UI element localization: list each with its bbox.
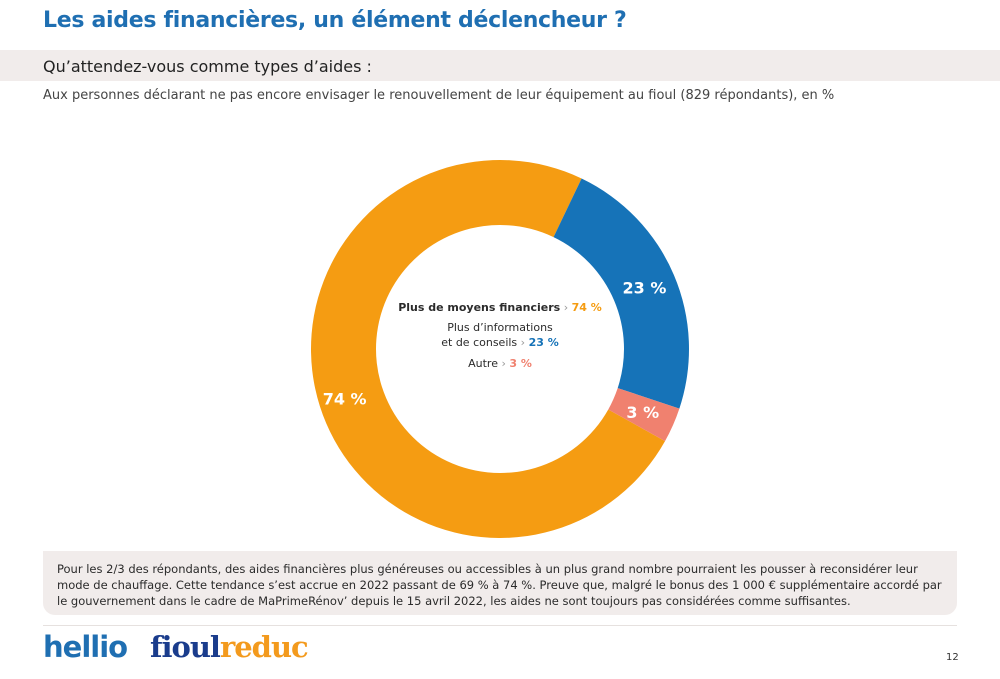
slice-label-information: 23 % bbox=[623, 279, 667, 298]
commentary-text: Pour les 2/3 des répondants, des aides f… bbox=[57, 562, 942, 608]
commentary-box: Pour les 2/3 des répondants, des aides f… bbox=[43, 551, 957, 615]
slice-label-other: 3 % bbox=[626, 403, 659, 422]
legend-label-information-line-1: Plus d’informations bbox=[447, 321, 553, 334]
donut-slice-other bbox=[608, 388, 680, 442]
donut-chart: 74 % 23 % 3 % Plus de moyens financiers › 7… bbox=[311, 159, 689, 538]
hellio-logo: hellio bbox=[43, 630, 128, 664]
fioulreduc-logo-part-1: fioul bbox=[150, 630, 221, 664]
donut-slice-financial bbox=[311, 159, 666, 538]
legend-value-other: 3 % bbox=[509, 357, 532, 370]
page-title: Les aides financières, un élément déclen… bbox=[43, 8, 627, 33]
question-band bbox=[0, 50, 1000, 81]
donut-slice-information bbox=[553, 178, 689, 409]
chart-subtitle: Aux personnes déclarant ne pas encore en… bbox=[43, 88, 835, 103]
footer-divider bbox=[43, 625, 957, 626]
legend-value-information: 23 % bbox=[529, 336, 559, 349]
legend-value-financial: 74 % bbox=[572, 301, 602, 314]
legend-label-financial: Plus de moyens financiers › 74 % bbox=[398, 301, 602, 314]
fioulreduc-logo-part-2: reduc bbox=[219, 630, 309, 664]
question-text: Qu’attendez-vous comme types d’aides : bbox=[43, 57, 372, 76]
fioulreduc-logo: fioulreduc bbox=[150, 630, 309, 664]
legend-label-other: Autre › 3 % bbox=[468, 357, 532, 370]
page-number: 12 bbox=[946, 652, 959, 663]
legend-label-information-line-2: et de conseils › 23 % bbox=[441, 336, 559, 349]
slice-label-financial: 74 % bbox=[323, 389, 367, 408]
